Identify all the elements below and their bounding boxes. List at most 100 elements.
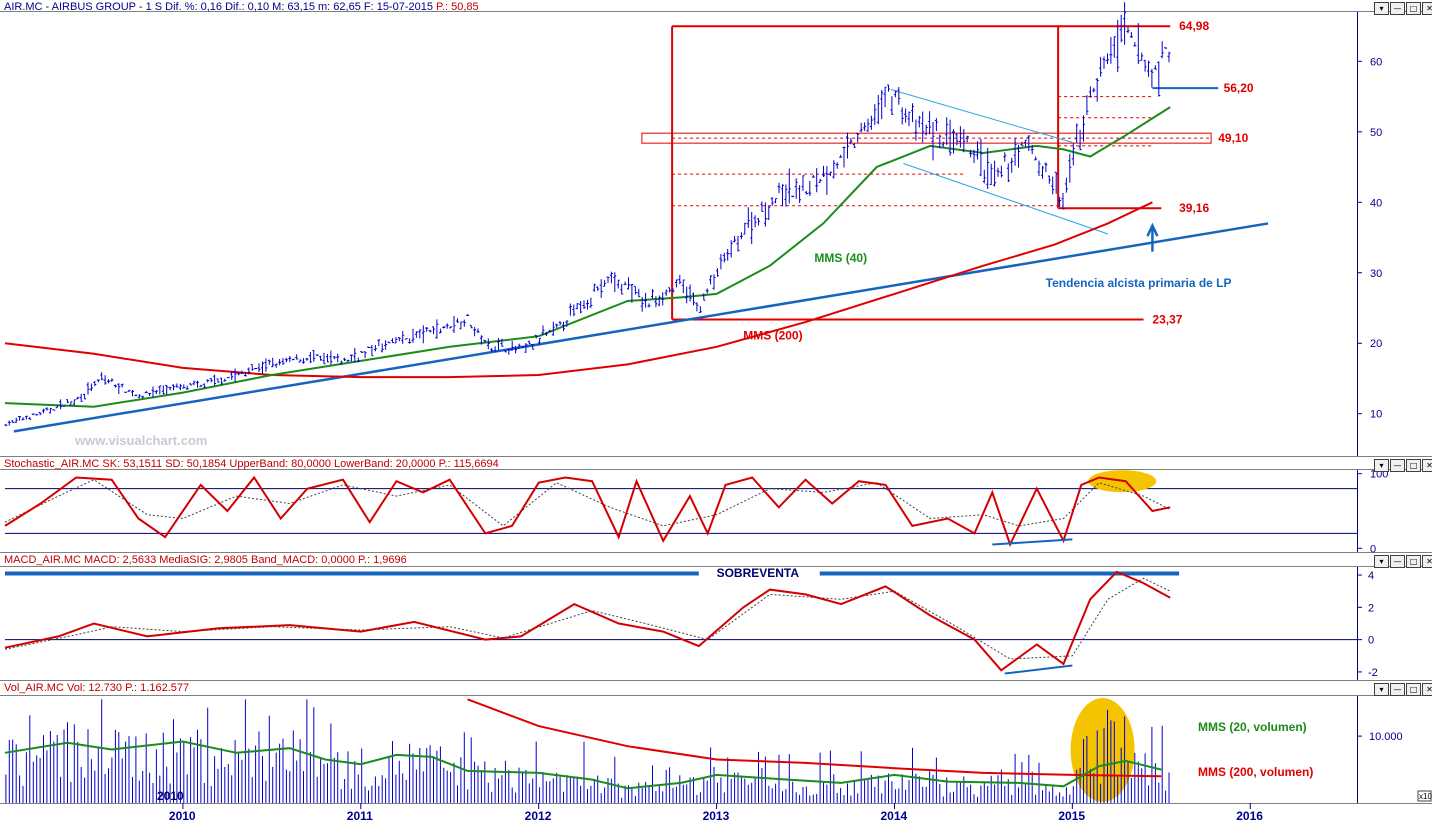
- price-bar: [1000, 166, 1003, 178]
- price-bar: [880, 90, 883, 119]
- price-bar: [196, 381, 199, 388]
- price-bar: [555, 324, 558, 328]
- price-bar: [716, 268, 719, 276]
- price-bar: [812, 175, 815, 178]
- menu-button[interactable]: ▾: [1374, 459, 1389, 472]
- price-bar: [449, 326, 452, 328]
- price-bar: [11, 420, 14, 423]
- price-bar: [962, 129, 965, 152]
- maximize-button[interactable]: □: [1406, 2, 1421, 15]
- price-bar: [93, 381, 96, 386]
- menu-button[interactable]: ▾: [1374, 683, 1389, 696]
- watermark: www.visualchart.com: [74, 433, 207, 448]
- price-bar: [456, 318, 459, 323]
- menu-button[interactable]: ▾: [1374, 2, 1389, 15]
- price-bar: [942, 142, 945, 148]
- price-bar: [336, 354, 339, 362]
- macd-panel-p: P.: 1,9696: [358, 554, 407, 566]
- mms200-label: MMS (200): [743, 329, 802, 343]
- price-bar: [364, 351, 367, 358]
- channel-upper-line: [891, 90, 1072, 143]
- price-bar: [1034, 157, 1037, 161]
- price-bar: [682, 280, 685, 293]
- price-bar: [579, 301, 582, 313]
- y-tick-label: 30: [1370, 268, 1382, 280]
- price-bar: [138, 394, 141, 398]
- close-button[interactable]: ✕: [1422, 2, 1432, 15]
- minimize-button[interactable]: —: [1390, 683, 1405, 696]
- price-bar: [394, 337, 397, 343]
- price-bar: [620, 284, 623, 294]
- price-bar: [853, 143, 856, 148]
- price-panel-header: AIR.MC - AIRBUS GROUP - 1 S Dif. %: 0,16…: [4, 1, 479, 13]
- price-bar: [1127, 27, 1130, 33]
- price-bar: [949, 120, 952, 156]
- price-bar: [771, 197, 774, 206]
- stoch-panel-title: Stochastic_AIR.MC SK: 53,1511 SD: 50,185…: [4, 458, 436, 470]
- price-bar: [576, 303, 579, 309]
- maximize-button[interactable]: □: [1406, 555, 1421, 568]
- price-bar: [442, 326, 445, 329]
- price-bar: [1154, 65, 1157, 69]
- mms40-label: MMS (40): [814, 251, 867, 265]
- minimize-button[interactable]: —: [1390, 555, 1405, 568]
- price-bar: [121, 384, 124, 388]
- macd-signal-line: [5, 578, 1170, 659]
- close-button[interactable]: ✕: [1422, 459, 1432, 472]
- price-panel-p: P.: 50,85: [436, 1, 479, 13]
- price-bar: [1123, 2, 1126, 45]
- price-bar: [477, 328, 480, 333]
- price-bar: [1140, 53, 1143, 61]
- price-bar: [8, 421, 11, 426]
- price-bar: [1038, 161, 1041, 176]
- price-bar: [1150, 69, 1153, 88]
- price-bar: [179, 384, 182, 390]
- price-bar: [69, 402, 72, 406]
- long-term-trend-line: [14, 223, 1268, 431]
- price-bar: [890, 96, 893, 115]
- price-bar: [815, 168, 818, 192]
- price-bar: [1106, 54, 1109, 65]
- minimize-button[interactable]: —: [1390, 459, 1405, 472]
- price-bar: [1099, 57, 1102, 77]
- price-bar: [863, 122, 866, 130]
- price-bar: [316, 355, 319, 356]
- trend-label: Tendencia alcista primaria de LP: [1046, 276, 1232, 290]
- minimize-button[interactable]: —: [1390, 2, 1405, 15]
- price-bar: [435, 319, 438, 338]
- price-bar: [624, 282, 627, 285]
- price-bar: [877, 95, 880, 124]
- price-bar: [73, 400, 76, 405]
- price-bar: [374, 345, 377, 351]
- price-bar: [76, 397, 79, 400]
- price-bar: [959, 126, 962, 147]
- maximize-button[interactable]: □: [1406, 459, 1421, 472]
- price-bar: [162, 385, 165, 394]
- menu-button[interactable]: ▾: [1374, 555, 1389, 568]
- price-bar: [148, 393, 151, 396]
- price-bar: [610, 272, 613, 284]
- price-bar: [285, 358, 288, 362]
- price-bar: [182, 384, 185, 388]
- x-tick-label: 2015: [1058, 809, 1085, 823]
- price-bar: [4, 424, 7, 426]
- price-bar: [784, 185, 787, 207]
- price-bar: [288, 356, 291, 362]
- price-bar: [767, 206, 770, 220]
- close-button[interactable]: ✕: [1422, 555, 1432, 568]
- price-bar: [333, 356, 336, 359]
- price-bar: [887, 85, 890, 92]
- price-bar: [271, 358, 274, 367]
- price-bar: [932, 122, 935, 160]
- y-tick-label: 40: [1370, 197, 1382, 209]
- oversold-label: SOBREVENTA: [717, 566, 800, 580]
- price-bar: [459, 322, 462, 330]
- price-bar: [678, 275, 681, 284]
- price-bar: [377, 340, 380, 346]
- price-bar: [152, 387, 155, 398]
- close-button[interactable]: ✕: [1422, 683, 1432, 696]
- maximize-button[interactable]: □: [1406, 683, 1421, 696]
- price-bar: [329, 351, 332, 365]
- price-bar: [131, 390, 134, 396]
- price-bar: [1103, 57, 1106, 69]
